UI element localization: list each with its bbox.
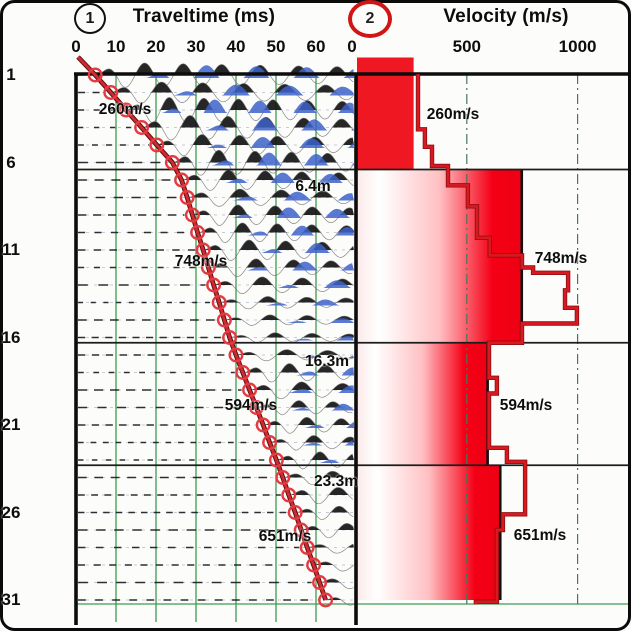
traveltime-pick-marker	[222, 330, 238, 346]
layer-depth-mark: 6.4m	[295, 178, 331, 195]
traveltime-tick-label: 30	[186, 37, 206, 56]
traveltime-pick-marker	[118, 102, 134, 118]
layer-depth-mark: 23.3m	[314, 473, 358, 490]
traveltime-pick-marker	[275, 470, 291, 486]
layer-depth-mark: 16.3m	[305, 353, 349, 370]
traveltime-pick-marker	[87, 67, 103, 83]
panel-1-badge-number: 1	[85, 9, 95, 27]
traveltime-tick-label: 0	[71, 37, 81, 56]
traveltime-pick-marker	[184, 207, 200, 223]
traveltime-pick-marker	[248, 400, 264, 416]
layer-velocity-label-right: 260m/s	[426, 106, 480, 123]
depth-tick-label: 1	[6, 65, 16, 84]
traveltime-pick-marker	[306, 557, 322, 573]
traveltime-pick-marker	[299, 540, 315, 556]
velocity-tick-label: 0	[347, 37, 357, 56]
traveltime-tick-label: 40	[226, 37, 246, 56]
panel-2-title: Velocity (m/s)	[443, 6, 569, 27]
traveltime-pick-marker	[211, 295, 227, 311]
traveltime-pick-marker	[228, 347, 244, 363]
traveltime-pick-marker	[312, 575, 328, 591]
traveltime-pick-marker	[200, 260, 216, 276]
layer-velocity-label-right: 594m/s	[499, 397, 553, 414]
traveltime-pick-marker	[206, 277, 222, 293]
velocity-layer-bar	[357, 465, 501, 600]
interval-velocity-step-line	[416, 74, 579, 605]
panel-1-badge: 1	[74, 3, 106, 34]
layer-velocity-label-left: 651m/s	[258, 528, 312, 545]
depth-tick-label: 31	[1, 590, 21, 609]
traveltime-pick-marker	[255, 417, 271, 433]
traveltime-pick-marker	[242, 382, 258, 398]
traveltime-pick-marker	[195, 242, 211, 258]
traveltime-pick-marker	[281, 487, 297, 503]
traveltime-pick-marker	[287, 505, 303, 521]
traveltime-tick-label: 60	[306, 37, 326, 56]
traveltime-pick-marker	[174, 172, 190, 188]
traveltime-pick-line	[76, 56, 327, 601]
depth-tick-label: 21	[1, 415, 21, 434]
layer-velocity-label-right: 651m/s	[513, 527, 567, 544]
traveltime-pick-marker	[235, 365, 251, 381]
traveltime-pick-marker	[103, 84, 119, 100]
velocity-layer-bar	[357, 342, 488, 466]
depth-tick-label: 11	[2, 240, 20, 259]
panel-1-title: Traveltime (ms)	[132, 6, 276, 27]
traveltime-pick-marker	[293, 522, 309, 538]
depth-tick-label: 16	[1, 327, 21, 347]
traveltime-pick-marker	[318, 592, 334, 608]
traveltime-pick-marker	[262, 435, 278, 451]
panel-2-badge-number: 2	[365, 10, 375, 27]
traveltime-pick-marker	[134, 119, 150, 135]
layer-velocity-label-left: 594m/s	[224, 397, 278, 414]
depth-tick-label: 6	[6, 152, 16, 172]
velocity-layer-bar	[357, 57, 414, 170]
panel-2-badge: 2	[348, 0, 392, 38]
traveltime-pick-marker	[149, 137, 165, 153]
velocity-tick-label: 500	[452, 37, 481, 56]
traveltime-pick-marker	[268, 452, 284, 468]
layer-velocity-label-left: 748m/s	[174, 253, 228, 270]
traveltime-pick-marker	[190, 224, 206, 240]
traveltime-tick-label: 20	[146, 37, 166, 56]
depth-tick-label: 26	[1, 502, 21, 522]
traveltime-tick-label: 10	[106, 37, 126, 56]
traveltime-pick-marker	[164, 154, 180, 170]
velocity-tick-label: 1000	[558, 37, 597, 56]
layer-velocity-label-left: 260m/s	[98, 101, 152, 118]
traveltime-tick-label: 50	[266, 37, 286, 56]
layer-velocity-label-right: 748m/s	[534, 250, 588, 267]
traveltime-pick-marker	[216, 312, 232, 328]
traveltime-pick-marker	[179, 189, 195, 205]
